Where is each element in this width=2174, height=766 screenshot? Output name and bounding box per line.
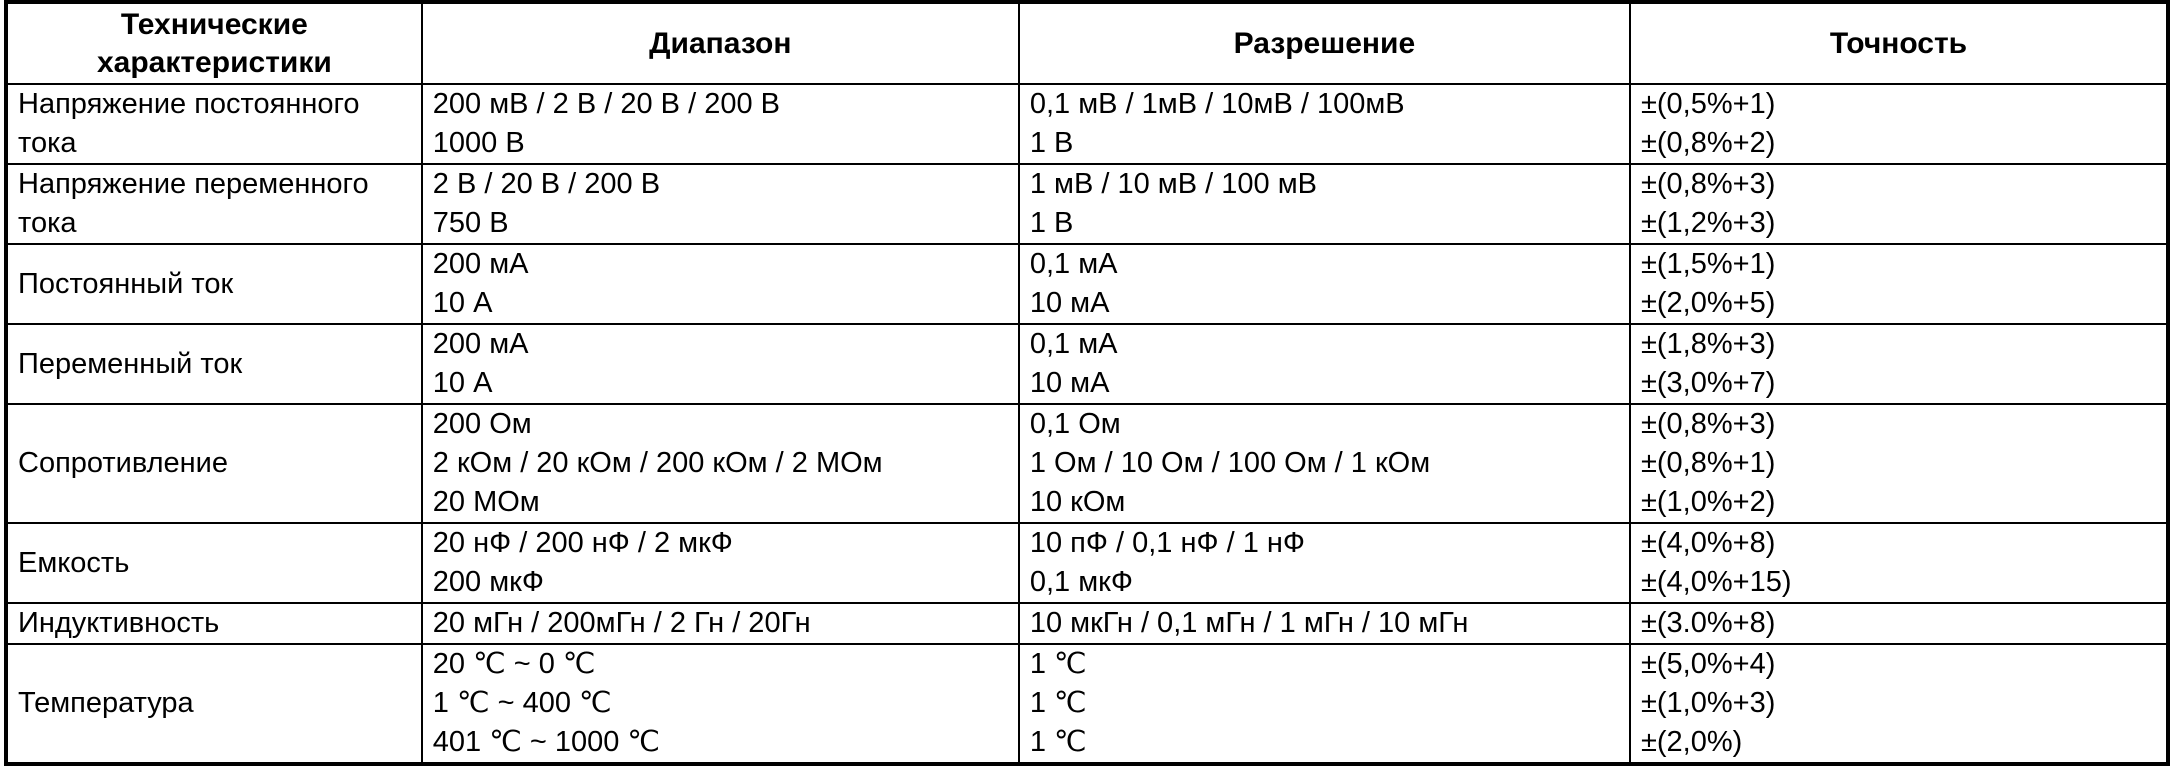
table-row-resistance: Сопротивление 200 Ом 2 кОм / 20 кОм / 20… [5, 403, 2170, 524]
cell-resolution: 10 мкГн / 0,1 мГн / 1 мГн / 10 мГн [1017, 602, 1631, 645]
cell-line: 20 ℃ ~ 0 ℃ [432, 648, 596, 680]
cell-resolution: 1 ℃ 1 ℃ 1 ℃ [1017, 643, 1631, 765]
cell-range: 2 В / 20 В / 200 В 750 В [420, 163, 1020, 245]
cell-line: 20 МОм [432, 486, 540, 518]
cell-line: ±(1,8%+3) [1640, 328, 1776, 360]
cell-line: 2 кОм / 20 кОм / 200 кОм / 2 МОм [432, 447, 883, 479]
cell-characteristic: Емкость [5, 522, 423, 604]
cell-resolution: 10 пФ / 0,1 нФ / 1 нФ 0,1 мкФ [1017, 522, 1631, 604]
cell-range: 200 мВ / 2 В / 20 В / 200 В 1000 В [420, 83, 1020, 165]
cell-line: ±(1,0%+3) [1640, 687, 1776, 719]
cell-line: 401 ℃ ~ 1000 ℃ [432, 726, 660, 758]
cell-line: 1 В [1029, 127, 1074, 159]
cell-accuracy: ±(5,0%+4) ±(1,0%+3) ±(2,0%) [1628, 643, 2170, 765]
cell-characteristic: Напряжение постоянного тока [5, 83, 423, 165]
cell-line: 1000 В [432, 127, 525, 159]
cell-line: ±(1,5%+1) [1640, 248, 1776, 280]
table-row-capacitance: Емкость 20 нФ / 200 нФ / 2 мкФ 200 мкФ 1… [5, 522, 2170, 604]
cell-line: 2 В / 20 В / 200 В [432, 168, 661, 200]
cell-line: 1 ℃ [1029, 726, 1087, 758]
cell-accuracy: ±(0,5%+1) ±(0,8%+2) [1628, 83, 2170, 165]
cell-line: 20 мГн / 200мГн / 2 Гн / 20Гн [432, 607, 811, 639]
cell-characteristic: Напряжение переменного тока [5, 163, 423, 245]
cell-range: 200 мА 10 А [420, 243, 1020, 325]
cell-range: 200 Ом 2 кОм / 20 кОм / 200 кОм / 2 МОм … [420, 403, 1020, 524]
cell-line: ±(0,5%+1) [1640, 88, 1776, 120]
cell-range: 20 мГн / 200мГн / 2 Гн / 20Гн [420, 602, 1020, 645]
cell-line: ±(5,0%+4) [1640, 648, 1776, 680]
cell-line: 0,1 мкФ [1029, 566, 1133, 598]
cell-range: 200 мА 10 А [420, 323, 1020, 405]
cell-line: 200 Ом [432, 408, 532, 440]
cell-resolution: 0,1 мВ / 1мВ / 10мВ / 100мВ 1 В [1017, 83, 1631, 165]
cell-characteristic: Температура [5, 643, 423, 765]
cell-line: 0,1 мА [1029, 328, 1118, 360]
cell-line: 200 мА [432, 328, 529, 360]
cell-line: 0,1 Ом [1029, 408, 1121, 440]
column-header-resolution: Разрешение [1017, 1, 1631, 85]
table-row-dc-voltage: Напряжение постоянного тока 200 мВ / 2 В… [5, 83, 2170, 165]
cell-accuracy: ±(3.0%+8) [1628, 602, 2170, 645]
cell-line: ±(3.0%+8) [1640, 607, 1776, 639]
column-header-accuracy: Точность [1628, 1, 2170, 85]
cell-line: 10 мкГн / 0,1 мГн / 1 мГн / 10 мГн [1029, 607, 1469, 639]
cell-line: ±(0,8%+1) [1640, 447, 1776, 479]
cell-characteristic: Постоянный ток [5, 243, 423, 325]
cell-line: ±(4,0%+15) [1640, 566, 1792, 598]
header-row: Технические характеристики Диапазон Разр… [5, 1, 2170, 85]
cell-line: ±(2,0%+5) [1640, 287, 1776, 319]
cell-line: 750 В [432, 207, 509, 239]
cell-resolution: 0,1 Ом 1 Ом / 10 Ом / 100 Ом / 1 кОм 10 … [1017, 403, 1631, 524]
cell-line: ±(3,0%+7) [1640, 367, 1776, 399]
cell-line: 0,1 мА [1029, 248, 1118, 280]
cell-line: 1 ℃ [1029, 687, 1087, 719]
table-row-dc-current: Постоянный ток 200 мА 10 А 0,1 мА 10 мА … [5, 243, 2170, 325]
cell-line: 0,1 мВ / 1мВ / 10мВ / 100мВ [1029, 88, 1405, 120]
cell-line: 10 А [432, 287, 493, 319]
cell-resolution: 0,1 мА 10 мА [1017, 323, 1631, 405]
cell-line: ±(1,2%+3) [1640, 207, 1776, 239]
column-header-characteristics: Технические характеристики [5, 1, 423, 85]
cell-line: 10 А [432, 367, 493, 399]
cell-accuracy: ±(0,8%+3) ±(0,8%+1) ±(1,0%+2) [1628, 403, 2170, 524]
column-header-range: Диапазон [420, 1, 1020, 85]
cell-line: 20 нФ / 200 нФ / 2 мкФ [432, 527, 733, 559]
cell-line: 200 мА [432, 248, 529, 280]
cell-characteristic: Индуктивность [5, 602, 423, 645]
cell-line: ±(0,8%+2) [1640, 127, 1776, 159]
table-row-temperature: Температура 20 ℃ ~ 0 ℃ 1 ℃ ~ 400 ℃ 401 ℃… [5, 643, 2170, 765]
cell-line: 1 ℃ ~ 400 ℃ [432, 687, 612, 719]
table-row-ac-current: Переменный ток 200 мА 10 А 0,1 мА 10 мА … [5, 323, 2170, 405]
cell-line: ±(2,0%) [1640, 726, 1743, 758]
cell-line: 10 пФ / 0,1 нФ / 1 нФ [1029, 527, 1305, 559]
cell-accuracy: ±(0,8%+3) ±(1,2%+3) [1628, 163, 2170, 245]
cell-resolution: 0,1 мА 10 мА [1017, 243, 1631, 325]
cell-range: 20 ℃ ~ 0 ℃ 1 ℃ ~ 400 ℃ 401 ℃ ~ 1000 ℃ [420, 643, 1020, 765]
specs-table: Технические характеристики Диапазон Разр… [4, 0, 2170, 766]
cell-accuracy: ±(4,0%+8) ±(4,0%+15) [1628, 522, 2170, 604]
cell-line: 1 В [1029, 207, 1074, 239]
cell-line: ±(0,8%+3) [1640, 168, 1776, 200]
table-row-inductance: Индуктивность 20 мГн / 200мГн / 2 Гн / 2… [5, 602, 2170, 645]
cell-line: ±(1,0%+2) [1640, 486, 1776, 518]
cell-line: 10 мА [1029, 367, 1110, 399]
cell-line: 200 мВ / 2 В / 20 В / 200 В [432, 88, 780, 120]
cell-range: 20 нФ / 200 нФ / 2 мкФ 200 мкФ [420, 522, 1020, 604]
cell-characteristic: Сопротивление [5, 403, 423, 524]
cell-accuracy: ±(1,8%+3) ±(3,0%+7) [1628, 323, 2170, 405]
cell-line: 10 мА [1029, 287, 1110, 319]
cell-resolution: 1 мВ / 10 мВ / 100 мВ 1 В [1017, 163, 1631, 245]
cell-line: ±(4,0%+8) [1640, 527, 1776, 559]
cell-line: ±(0,8%+3) [1640, 408, 1776, 440]
cell-characteristic: Переменный ток [5, 323, 423, 405]
cell-line: 1 мВ / 10 мВ / 100 мВ [1029, 168, 1317, 200]
cell-line: 200 мкФ [432, 566, 544, 598]
table-row-ac-voltage: Напряжение переменного тока 2 В / 20 В /… [5, 163, 2170, 245]
cell-accuracy: ±(1,5%+1) ±(2,0%+5) [1628, 243, 2170, 325]
cell-line: 1 ℃ [1029, 648, 1087, 680]
cell-line: 1 Ом / 10 Ом / 100 Ом / 1 кОм [1029, 447, 1431, 479]
cell-line: 10 кОм [1029, 486, 1126, 518]
